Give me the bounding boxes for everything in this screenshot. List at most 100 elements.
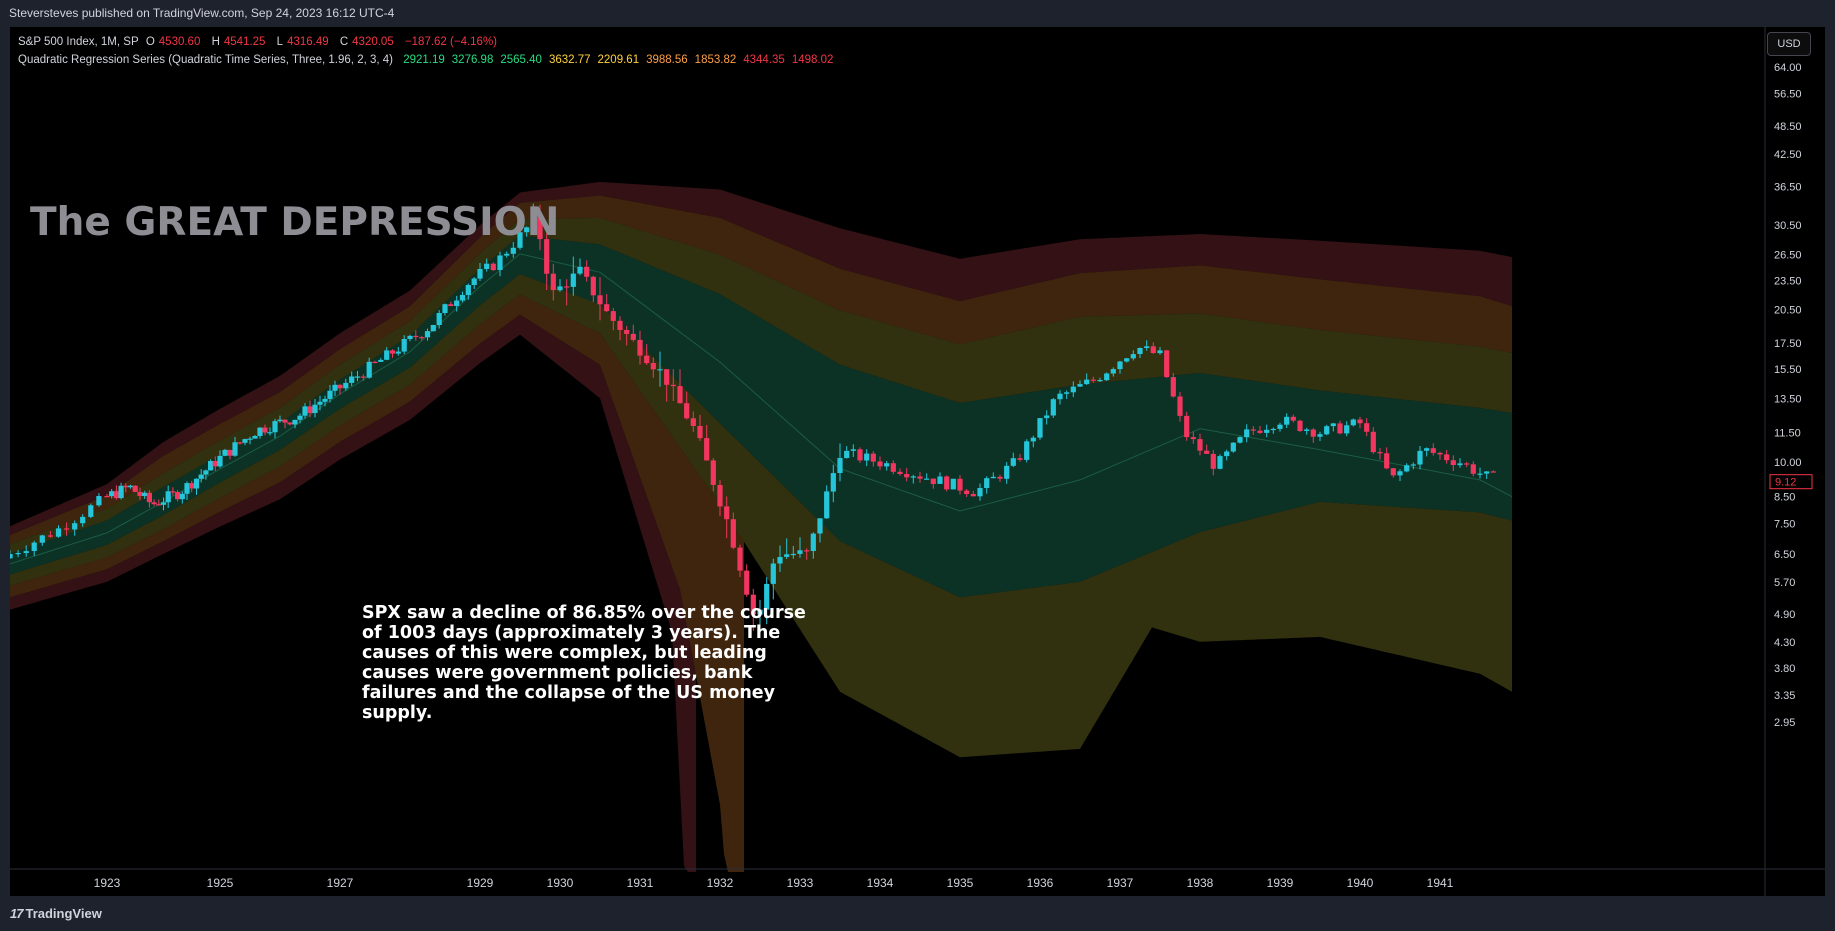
candle-body <box>127 485 134 488</box>
candle-body <box>1184 415 1190 438</box>
candle-body <box>1484 471 1490 474</box>
candle-body <box>964 490 970 494</box>
candle-body <box>343 382 349 389</box>
candle-body <box>15 553 21 555</box>
candle-body <box>617 320 623 330</box>
price-axis[interactable]: 64.00 56.50 48.50 42.50 36.50 30.50 26.50 23.50… <box>1769 62 1813 729</box>
time-tick-label: 1931 <box>627 876 654 890</box>
time-tick-label: 1934 <box>867 876 894 890</box>
candle-body <box>1450 460 1456 465</box>
candle-body <box>937 476 943 484</box>
candle-body <box>1197 439 1203 451</box>
candle-body <box>537 215 543 240</box>
last-price-marker <box>1769 474 1813 490</box>
candle-body <box>184 483 190 494</box>
candle-body <box>465 285 471 295</box>
indicator-value: 2209.61 <box>597 54 640 66</box>
candle-body <box>312 404 318 413</box>
indicator-legend-row[interactable]: Quadratic Regression Series (Quadratic T… <box>18 51 837 69</box>
low-label: L <box>276 36 284 48</box>
candle-body <box>784 554 790 557</box>
regression-band-lower-1 <box>10 253 1512 598</box>
candle-body <box>997 476 1003 479</box>
publish-info: Steversteves published on TradingView.co… <box>9 6 395 20</box>
tradingview-logo[interactable]: 17 TradingView <box>10 906 102 921</box>
time-axis[interactable]: 1923 1925 1927 1929 1930 1931 1932 1933 1934 1935… <box>94 876 1454 890</box>
candle-body <box>137 491 143 496</box>
candle-body <box>212 461 218 467</box>
candle-body <box>1237 437 1243 443</box>
candle-body <box>810 533 816 551</box>
candle-body <box>637 339 643 356</box>
price-tick-label: 3.35 <box>1774 690 1795 702</box>
candle-body <box>459 295 466 301</box>
candle-body <box>484 263 490 269</box>
candle-body <box>1210 453 1216 469</box>
price-tick-label: 42.50 <box>1774 149 1802 161</box>
candle-body <box>517 232 523 248</box>
price-tick-label: 36.50 <box>1774 182 1802 194</box>
candle-body <box>1377 452 1383 454</box>
price-chart[interactable]: 64.00 56.50 48.50 42.50 36.50 30.50 26.50 23.50… <box>10 27 1825 896</box>
symbol-legend-row[interactable]: S&P 500 Index, 1M, SP O 4530.60 H 4541.25 … <box>18 33 837 51</box>
symbol-label: S&P 500 Index, 1M, SP <box>18 36 139 48</box>
indicator-value: 3988.56 <box>646 54 688 66</box>
time-tick-label: 1937 <box>1107 876 1134 890</box>
candle-body <box>1364 423 1370 432</box>
candle-body <box>1404 465 1410 472</box>
candle-body <box>1417 450 1423 465</box>
candle-body <box>227 449 233 456</box>
candle-body <box>203 470 209 475</box>
candle-body <box>737 547 743 571</box>
candle-body <box>1030 437 1036 442</box>
footer-bar <box>0 896 1835 931</box>
open-value: 4530.60 <box>158 36 201 48</box>
regression-band-upper-1 <box>10 235 1512 564</box>
candle-body <box>31 542 37 551</box>
candle-body <box>217 455 223 467</box>
candle-body <box>690 418 696 426</box>
candle-body <box>1470 464 1476 474</box>
candle-body <box>165 491 171 503</box>
candle-body <box>757 609 763 615</box>
candle-body <box>1144 346 1150 348</box>
candle-body <box>372 361 378 363</box>
candle-body <box>1390 468 1396 476</box>
candle-body <box>354 376 361 378</box>
candle-body <box>292 419 298 425</box>
candle-body <box>252 436 258 439</box>
candle-body <box>1284 416 1290 425</box>
candle-body <box>384 350 390 360</box>
candle-body <box>104 496 110 498</box>
regression-band-lower-3 <box>10 294 744 872</box>
candle-body <box>1090 379 1096 381</box>
candle-body <box>1457 463 1463 466</box>
indicator-value: 2565.40 <box>500 54 542 66</box>
candle-body <box>442 304 448 313</box>
currency-button[interactable]: USD <box>1767 32 1811 56</box>
candle-body <box>1097 380 1103 382</box>
indicator-name: Quadratic Regression Series (Quadratic T… <box>18 54 393 66</box>
candle-body <box>1110 369 1116 374</box>
candle-body <box>39 535 45 543</box>
candle-body <box>64 528 70 530</box>
candle-body <box>1330 423 1336 427</box>
candle-body <box>1250 429 1256 431</box>
candle-body <box>257 427 263 436</box>
candle-body <box>704 438 710 461</box>
price-tick-label: 26.50 <box>1774 250 1802 262</box>
candle-body <box>550 273 556 291</box>
candle-body <box>677 386 683 404</box>
candle-body <box>877 461 883 467</box>
candle-body <box>1397 471 1403 476</box>
candle-body <box>1150 346 1156 353</box>
candle-body <box>1464 463 1470 465</box>
candle-body <box>96 496 102 506</box>
price-tick-label: 23.50 <box>1774 275 1802 287</box>
candle-body <box>530 215 536 228</box>
candle-body <box>237 442 243 444</box>
change-value: −187.62 (−4.16%) <box>404 36 498 48</box>
candle-body <box>262 427 268 433</box>
candle-body <box>272 421 278 433</box>
chart-pane[interactable]: 64.00 56.50 48.50 42.50 36.50 30.50 26.50 23.50… <box>10 27 1825 896</box>
